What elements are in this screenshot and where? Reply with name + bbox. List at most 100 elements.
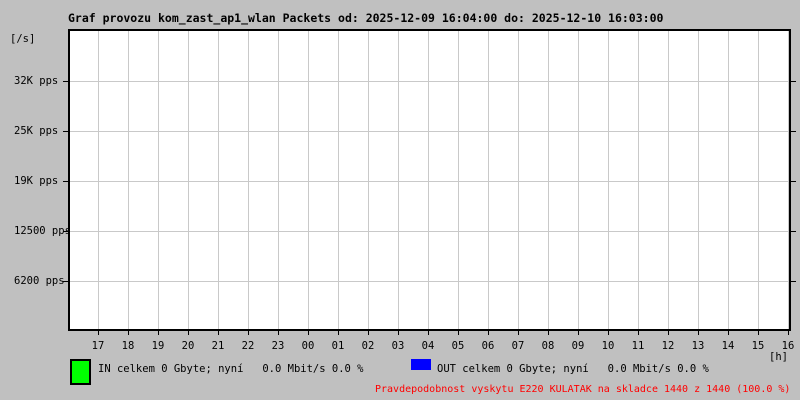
v-gridline (698, 31, 699, 329)
x-tick (278, 331, 279, 335)
y-tick (63, 181, 68, 182)
x-axis-label: 22 (241, 340, 255, 352)
x-axis-label: 07 (511, 340, 525, 352)
y-axis-label: 19K pps (14, 175, 59, 187)
x-axis-label: 18 (121, 340, 135, 352)
y-tick (63, 231, 68, 232)
x-axis-label: 10 (601, 340, 615, 352)
x-tick (788, 331, 789, 335)
v-gridline (98, 31, 99, 329)
h-gridline (70, 181, 789, 182)
h-gridline (70, 81, 789, 82)
x-tick (248, 331, 249, 335)
v-gridline (398, 31, 399, 329)
in-legend-label: IN celkem 0 Gbyte; nyní 0.0 Mbit/s 0.0 % (98, 363, 364, 375)
y-tick (791, 281, 796, 282)
x-axis-label: 08 (541, 340, 555, 352)
v-gridline (428, 31, 429, 329)
in-legend-swatch-icon (70, 359, 91, 385)
out-legend-label: OUT celkem 0 Gbyte; nyní 0.0 Mbit/s 0.0 … (437, 363, 709, 375)
v-gridline (728, 31, 729, 329)
x-tick (548, 331, 549, 335)
y-tick (791, 181, 796, 182)
x-axis-label: 03 (391, 340, 405, 352)
x-tick (608, 331, 609, 335)
h-gridline (70, 131, 789, 132)
x-tick (218, 331, 219, 335)
x-axis-label: 16 (781, 340, 795, 352)
x-axis-label: 01 (331, 340, 345, 352)
x-axis-label: 13 (691, 340, 705, 352)
x-tick (128, 331, 129, 335)
x-tick (758, 331, 759, 335)
x-axis-label: 00 (301, 340, 315, 352)
v-gridline (308, 31, 309, 329)
x-axis-label: 04 (421, 340, 435, 352)
x-axis-unit-label: [h] (769, 351, 788, 363)
x-tick (368, 331, 369, 335)
v-gridline (578, 31, 579, 329)
v-gridline (668, 31, 669, 329)
x-axis-label: 11 (631, 340, 645, 352)
v-gridline (158, 31, 159, 329)
v-gridline (188, 31, 189, 329)
x-tick (578, 331, 579, 335)
y-axis-label: 12500 pps (14, 225, 71, 237)
probability-alert-text: Pravdepodobnost vyskytu E220 KULATAK na … (375, 384, 791, 395)
x-axis-label: 09 (571, 340, 585, 352)
x-tick (638, 331, 639, 335)
x-tick (518, 331, 519, 335)
h-gridline (70, 281, 789, 282)
x-tick (188, 331, 189, 335)
v-gridline (248, 31, 249, 329)
x-axis-label: 14 (721, 340, 735, 352)
x-tick (728, 331, 729, 335)
v-gridline (278, 31, 279, 329)
y-axis-unit-label: [/s] (10, 33, 36, 45)
y-tick (63, 131, 68, 132)
out-legend-swatch-icon (411, 359, 431, 370)
v-gridline (338, 31, 339, 329)
y-axis-label: 32K pps (14, 75, 59, 87)
y-tick (791, 231, 796, 232)
x-axis-label: 12 (661, 340, 675, 352)
x-tick (488, 331, 489, 335)
x-tick (308, 331, 309, 335)
y-tick (791, 81, 796, 82)
x-tick (158, 331, 159, 335)
v-gridline (518, 31, 519, 329)
v-gridline (128, 31, 129, 329)
x-axis-label: 15 (751, 340, 765, 352)
x-axis-label: 21 (211, 340, 225, 352)
graph-title: Graf provozu kom_zast_ap1_wlan Packets o… (68, 11, 664, 25)
x-tick (668, 331, 669, 335)
plot-area (68, 29, 791, 331)
x-axis-label: 05 (451, 340, 465, 352)
v-gridline (368, 31, 369, 329)
x-axis-label: 17 (91, 340, 105, 352)
y-axis-label: 6200 pps (14, 275, 65, 287)
y-tick (63, 281, 68, 282)
x-tick (338, 331, 339, 335)
x-axis-label: 20 (181, 340, 195, 352)
v-gridline (218, 31, 219, 329)
y-tick (791, 131, 796, 132)
x-tick (398, 331, 399, 335)
x-tick (458, 331, 459, 335)
y-tick (63, 81, 68, 82)
x-axis-label: 06 (481, 340, 495, 352)
x-tick (698, 331, 699, 335)
v-gridline (638, 31, 639, 329)
v-gridline (788, 31, 789, 329)
x-axis-label: 19 (151, 340, 165, 352)
v-gridline (488, 31, 489, 329)
x-tick (98, 331, 99, 335)
x-axis-label: 02 (361, 340, 375, 352)
v-gridline (758, 31, 759, 329)
v-gridline (608, 31, 609, 329)
v-gridline (548, 31, 549, 329)
v-gridline (458, 31, 459, 329)
x-axis-label: 23 (271, 340, 285, 352)
x-tick (428, 331, 429, 335)
